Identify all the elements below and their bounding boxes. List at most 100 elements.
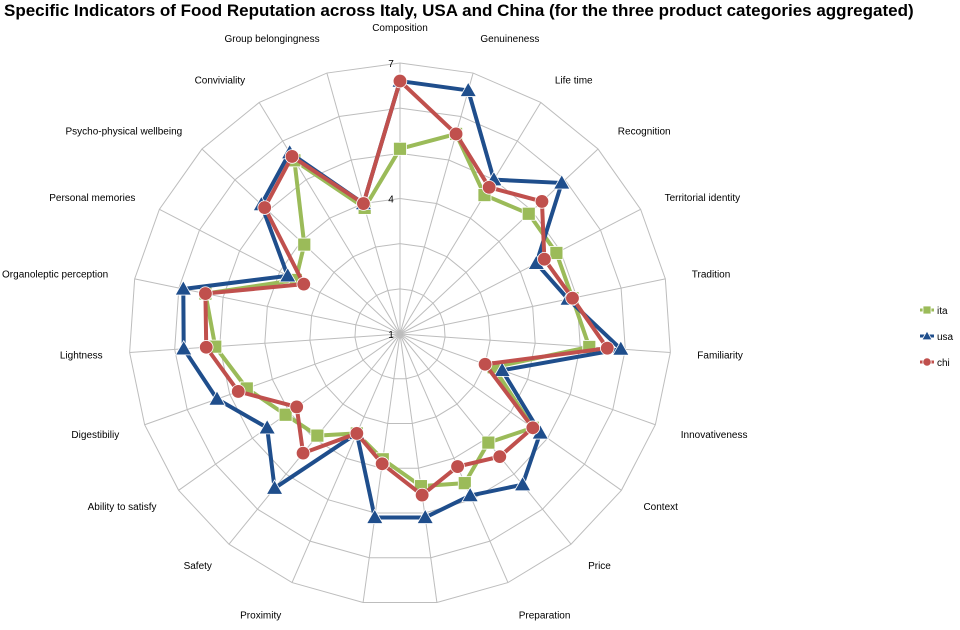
data-point-square	[278, 407, 293, 422]
data-point-circle	[537, 251, 552, 267]
chart-title: Specific Indicators of Food Reputation a…	[4, 1, 914, 20]
grid-ring	[309, 243, 491, 424]
data-point-circle	[922, 357, 932, 367]
grid-spoke	[258, 102, 401, 335]
data-point-square	[481, 435, 496, 450]
data-point-circle	[199, 340, 214, 355]
category-label: Life time	[555, 75, 593, 86]
category-label: Recognition	[618, 127, 671, 138]
radar-series	[174, 72, 630, 524]
grid-spoke	[399, 102, 542, 335]
data-point-square	[393, 141, 407, 156]
legend-item: ita	[920, 305, 948, 317]
category-label: Composition	[372, 23, 428, 34]
radar-grid	[129, 62, 671, 603]
grid-spoke	[129, 333, 401, 353]
category-label: Conviviality	[195, 75, 246, 86]
data-point-triangle	[258, 418, 276, 435]
category-label: Genuineness	[480, 34, 539, 45]
data-point-triangle	[265, 479, 284, 495]
data-point-square	[297, 237, 312, 252]
grid-spoke	[159, 208, 401, 335]
grid-spoke	[399, 333, 622, 491]
grid-spoke	[399, 72, 474, 335]
grid-spoke	[399, 148, 599, 335]
category-label: Preparation	[519, 610, 571, 621]
data-point-square	[922, 305, 932, 315]
data-point-square	[457, 476, 472, 491]
category-label: Digestibiliy	[71, 430, 119, 441]
category-label: Tradition	[692, 269, 731, 280]
data-point-square	[521, 206, 536, 221]
data-point-circle	[492, 449, 507, 464]
series-chi	[198, 73, 615, 503]
data-point-circle	[525, 420, 541, 435]
grid-spoke	[399, 333, 656, 426]
data-point-circle	[534, 194, 550, 209]
data-point-triangle	[461, 486, 479, 503]
data-point-square	[549, 246, 564, 260]
data-point-triangle	[416, 508, 435, 524]
data-point-triangle	[921, 330, 933, 341]
data-point-triangle	[611, 340, 630, 356]
tick-label: 1	[388, 330, 394, 341]
grid-ring	[219, 152, 581, 514]
data-point-circle	[349, 426, 365, 441]
data-point-circle	[198, 286, 213, 301]
data-point-triangle	[174, 339, 193, 356]
category-label: Safety	[184, 561, 212, 572]
category-label: Personal memories	[49, 193, 135, 204]
grid-spoke	[144, 333, 401, 426]
category-label: Ability to satisfy	[88, 502, 157, 513]
data-point-circle	[374, 456, 390, 471]
category-label: Organoleptic perception	[2, 269, 108, 280]
grid-ring	[174, 107, 626, 559]
data-point-circle	[231, 384, 246, 399]
grid-ring	[129, 62, 671, 603]
legend-label: chi	[937, 358, 950, 369]
grid-spoke	[399, 278, 666, 335]
data-point-circle	[289, 399, 304, 415]
axis-labels: 1 4 7 Composition Genuineness Life time Recogn…	[2, 23, 747, 621]
category-label: Familiarity	[697, 350, 743, 361]
data-point-circle	[257, 200, 272, 215]
data-point-circle	[600, 340, 615, 356]
category-label: Territorial identity	[665, 193, 741, 204]
grid-spoke	[399, 333, 509, 583]
category-label: Proximity	[240, 610, 281, 621]
data-point-circle	[295, 445, 311, 461]
data-point-circle	[414, 487, 430, 503]
grid-spoke	[399, 333, 438, 603]
data-point-triangle	[208, 390, 226, 406]
series-line	[203, 79, 610, 498]
category-label: Context	[643, 502, 678, 513]
data-point-circle	[296, 276, 311, 292]
data-point-triangle	[513, 475, 532, 492]
data-point-circle	[481, 180, 497, 195]
data-point-circle	[356, 196, 371, 211]
grid-ring	[354, 288, 446, 380]
data-point-triangle	[493, 361, 511, 377]
grid-spoke	[399, 208, 641, 335]
category-label: Psycho-physical wellbeing	[65, 127, 182, 138]
data-point-square	[310, 428, 325, 443]
data-point-circle	[392, 73, 408, 89]
grid-spoke	[291, 333, 401, 583]
legend-label: usa	[937, 332, 954, 343]
data-point-triangle	[278, 266, 297, 283]
tick-label: 7	[388, 59, 394, 70]
data-point-circle	[448, 126, 464, 142]
data-point-circle	[565, 290, 580, 306]
category-label: Lightness	[60, 350, 103, 361]
data-point-triangle	[174, 280, 193, 296]
tick-label: 4	[388, 195, 394, 206]
legend: ita usa chi	[920, 305, 954, 369]
category-label: Group belongingness	[225, 34, 320, 45]
series-usa	[174, 72, 630, 524]
category-label: Price	[588, 561, 611, 572]
data-point-triangle	[459, 81, 478, 97]
data-point-triangle	[365, 508, 384, 524]
data-point-circle	[477, 357, 493, 372]
series-line	[181, 79, 623, 520]
